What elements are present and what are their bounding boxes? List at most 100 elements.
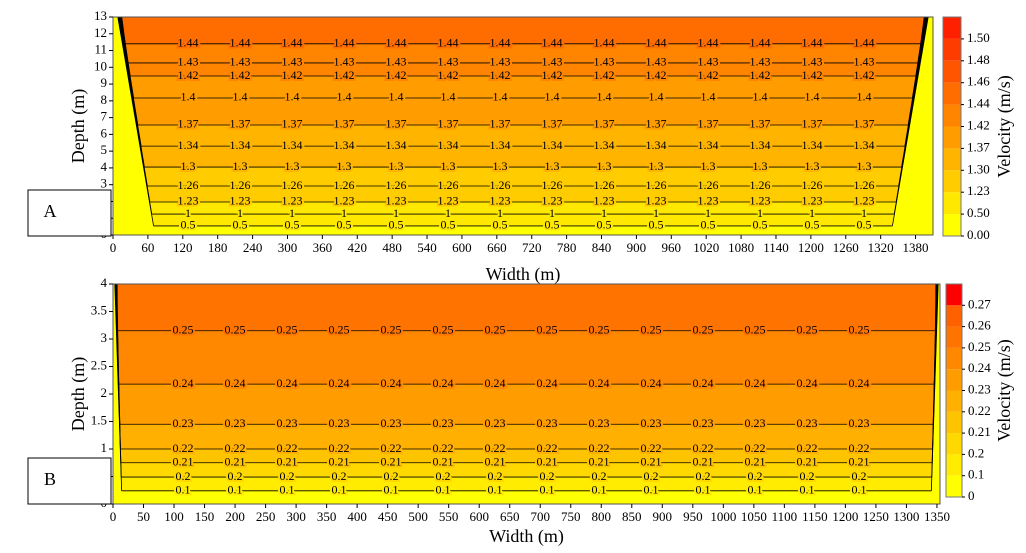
contour-label: 0.22 xyxy=(173,441,194,455)
colorbar-band xyxy=(946,369,962,391)
contour-label: 1 xyxy=(393,206,399,220)
y-tick-label: 12 xyxy=(94,25,107,40)
contour-label: 1.37 xyxy=(698,117,719,131)
contour-label: 0.2 xyxy=(748,469,763,483)
contour-label: 1.34 xyxy=(334,138,355,152)
contour-band xyxy=(113,330,940,385)
contour-label: 1.37 xyxy=(594,117,615,131)
x-tick-label: 350 xyxy=(317,509,337,524)
colorbar-band xyxy=(943,214,961,236)
contour-label: 1.26 xyxy=(178,178,199,192)
contour-label: 0.5 xyxy=(441,218,456,232)
contour-label: 1.3 xyxy=(233,159,248,173)
contour-label: 0.25 xyxy=(641,323,662,337)
contour-label: 1.23 xyxy=(646,194,667,208)
contour-label: 0.25 xyxy=(485,323,506,337)
panel-box xyxy=(27,189,112,237)
contour-label: 1 xyxy=(445,206,451,220)
contour-label: 1.43 xyxy=(750,55,771,69)
contour-label: 1.37 xyxy=(854,117,875,131)
contour-label: 0.25 xyxy=(849,323,870,337)
contour-label: 1.43 xyxy=(334,55,355,69)
colorbar-band xyxy=(946,326,962,348)
x-tick-label: 660 xyxy=(487,240,507,255)
contour-label: 1 xyxy=(185,206,191,220)
x-tick-label: 0 xyxy=(110,509,117,524)
contour-band xyxy=(113,201,933,215)
contour-label: 0.2 xyxy=(696,469,711,483)
colorbar-tick-label: 0.27 xyxy=(968,296,991,311)
contour-label: 1.26 xyxy=(490,178,511,192)
contour-label: 1.44 xyxy=(802,36,823,50)
chart: 0.1 0.1 0.1 0.1 0.1 0.1 0.1 0.1 0.1 0.1 0.1 0.1 0.1 0… xyxy=(27,275,1015,547)
contour-band xyxy=(113,384,940,425)
contour-label: 1.43 xyxy=(646,55,667,69)
colorbar-tick-label: 1.30 xyxy=(967,161,990,176)
colorbar-tick-label: 0 xyxy=(968,488,975,503)
y-axis-label: Depth (m) xyxy=(68,357,89,431)
contour-label: 1 xyxy=(653,206,659,220)
contour-label: 0.21 xyxy=(173,455,194,469)
contour-label: 1.44 xyxy=(698,36,719,50)
contour-label: 0.2 xyxy=(852,469,867,483)
colorbar-band xyxy=(946,411,962,434)
contour-label: 0.5 xyxy=(389,218,404,232)
contour-label: 1.43 xyxy=(230,55,251,69)
contour-label: 0.25 xyxy=(797,323,818,337)
wall-region xyxy=(113,284,122,504)
contour-label: 1 xyxy=(861,206,867,220)
contour-label: 0.2 xyxy=(488,469,503,483)
colorbar-tick-label: 0.26 xyxy=(968,318,991,333)
contour-label: 1.34 xyxy=(802,138,823,152)
colorbar-tick-label: 1.50 xyxy=(967,30,990,45)
contour-label: 0.5 xyxy=(753,218,768,232)
y-tick-label: 9 xyxy=(101,75,108,90)
x-tick-label: 0 xyxy=(110,240,117,255)
y-tick-label: 4 xyxy=(101,275,108,290)
x-tick-label: 100 xyxy=(164,509,184,524)
contour-label: 0.23 xyxy=(693,416,714,430)
contour-label: 0.5 xyxy=(233,218,248,232)
contour-label: 0.21 xyxy=(589,455,610,469)
x-tick-label: 1140 xyxy=(763,240,789,255)
x-tick-label: 1260 xyxy=(833,240,859,255)
contour-label: 0.1 xyxy=(644,483,659,497)
x-tick-label: 1250 xyxy=(863,509,889,524)
contour-label: 1.43 xyxy=(542,55,563,69)
contour-label: 1.23 xyxy=(542,194,563,208)
x-tick-label: 1350 xyxy=(924,509,950,524)
x-tick-label: 400 xyxy=(347,509,367,524)
contour-label: 0.24 xyxy=(277,376,298,390)
contour-label: 0.2 xyxy=(332,469,347,483)
contour-label: 0.5 xyxy=(597,218,612,232)
contour-label: 1.23 xyxy=(490,194,511,208)
contour-label: 1.42 xyxy=(386,68,407,82)
contour-label: 1.42 xyxy=(542,68,563,82)
contour-band xyxy=(113,62,933,77)
contour-label: 1.37 xyxy=(646,117,667,131)
x-tick-label: 750 xyxy=(561,509,581,524)
contour-label: 0.22 xyxy=(277,441,298,455)
contour-label: 1.26 xyxy=(334,178,355,192)
x-tick-label: 480 xyxy=(382,240,402,255)
contour-label: 1.23 xyxy=(750,194,771,208)
colorbar-band xyxy=(946,305,962,327)
x-tick-label: 50 xyxy=(137,509,150,524)
contour-label: 0.22 xyxy=(329,441,350,455)
contour-label: 1.4 xyxy=(441,90,456,104)
wall-region xyxy=(113,17,155,235)
contour-label: 0.22 xyxy=(745,441,766,455)
colorbar-band xyxy=(946,475,962,497)
contour-label: 1.44 xyxy=(646,36,667,50)
contour-label: 1.42 xyxy=(490,68,511,82)
contour-label: 0.22 xyxy=(433,441,454,455)
contour-label: 1.26 xyxy=(698,178,719,192)
x-tick-label: 60 xyxy=(141,240,154,255)
contour-label: 0.24 xyxy=(745,376,766,390)
contour-label: 1.26 xyxy=(282,178,303,192)
contour-label: 1.23 xyxy=(438,194,459,208)
contour-label: 1.4 xyxy=(753,90,768,104)
x-tick-label: 900 xyxy=(653,509,673,524)
